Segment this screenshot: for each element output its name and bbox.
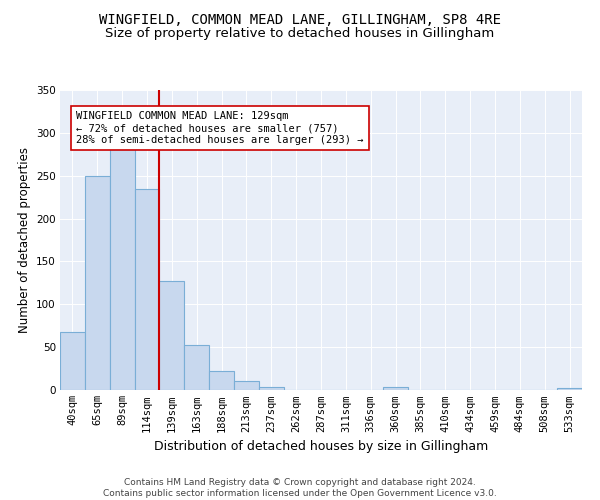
Bar <box>60 332 85 390</box>
Bar <box>134 188 160 390</box>
X-axis label: Distribution of detached houses by size in Gillingham: Distribution of detached houses by size … <box>154 440 488 453</box>
Bar <box>184 344 209 390</box>
Bar <box>259 386 284 390</box>
Bar <box>234 382 259 390</box>
Text: Size of property relative to detached houses in Gillingham: Size of property relative to detached ho… <box>106 28 494 40</box>
Bar <box>557 388 582 390</box>
Bar <box>160 281 184 390</box>
Bar <box>85 176 110 390</box>
Bar <box>110 142 134 390</box>
Y-axis label: Number of detached properties: Number of detached properties <box>17 147 31 333</box>
Bar <box>383 388 408 390</box>
Text: WINGFIELD COMMON MEAD LANE: 129sqm
← 72% of detached houses are smaller (757)
28: WINGFIELD COMMON MEAD LANE: 129sqm ← 72%… <box>76 112 364 144</box>
Text: Contains HM Land Registry data © Crown copyright and database right 2024.
Contai: Contains HM Land Registry data © Crown c… <box>103 478 497 498</box>
Text: WINGFIELD, COMMON MEAD LANE, GILLINGHAM, SP8 4RE: WINGFIELD, COMMON MEAD LANE, GILLINGHAM,… <box>99 12 501 26</box>
Bar <box>209 371 234 390</box>
